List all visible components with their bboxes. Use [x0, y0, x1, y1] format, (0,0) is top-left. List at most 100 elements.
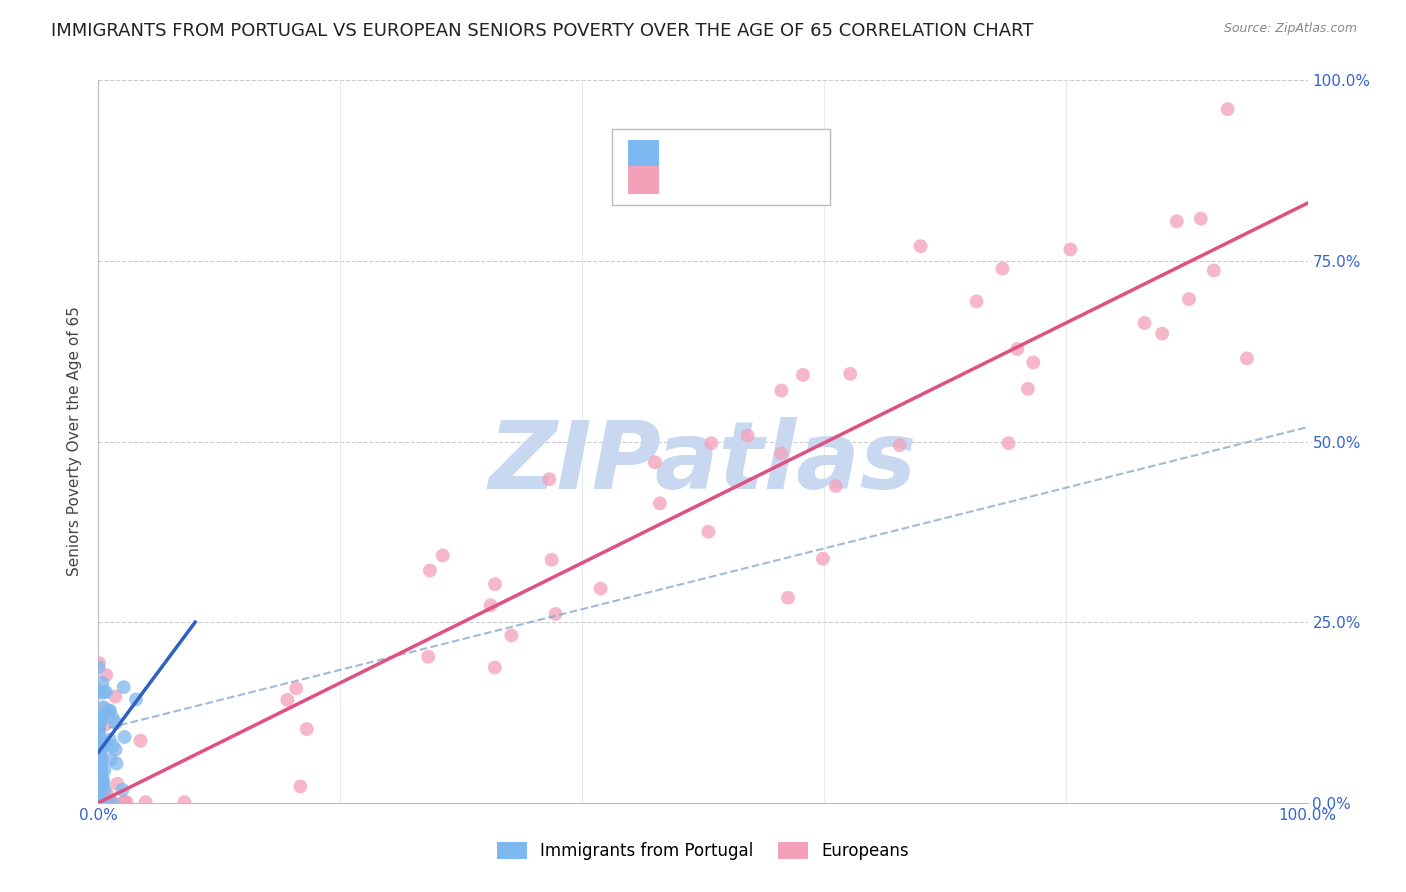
Point — [419, 564, 441, 578]
Y-axis label: Seniors Poverty Over the Age of 65: Seniors Poverty Over the Age of 65 — [67, 307, 83, 576]
Point — [770, 384, 793, 398]
Text: IMMIGRANTS FROM PORTUGAL VS EUROPEAN SENIORS POVERTY OVER THE AGE OF 65 CORRELAT: IMMIGRANTS FROM PORTUGAL VS EUROPEAN SEN… — [51, 22, 1033, 40]
Point — [90, 764, 112, 779]
Point — [484, 577, 506, 591]
Point — [87, 733, 110, 747]
Point — [89, 656, 111, 670]
Point — [432, 549, 454, 563]
Point — [87, 720, 110, 734]
Point — [90, 795, 112, 809]
Point — [90, 794, 112, 808]
Text: N = 84: N = 84 — [752, 171, 814, 189]
Point — [776, 591, 799, 605]
Point — [91, 741, 114, 756]
Point — [105, 777, 128, 791]
Point — [87, 744, 110, 758]
Point — [101, 739, 124, 753]
Point — [89, 791, 111, 805]
Point — [1178, 292, 1201, 306]
Point — [87, 721, 110, 735]
Point — [90, 756, 112, 770]
Point — [89, 731, 111, 746]
Point — [889, 438, 911, 452]
Point — [89, 795, 111, 809]
Point — [94, 685, 117, 699]
Point — [87, 756, 110, 771]
Point — [115, 795, 138, 809]
Point — [1236, 351, 1258, 366]
Point — [991, 261, 1014, 276]
Point — [89, 795, 111, 809]
Point — [87, 743, 110, 757]
Point — [501, 628, 523, 642]
Point — [94, 736, 117, 750]
Point — [114, 795, 136, 809]
Point — [98, 795, 121, 809]
Point — [96, 787, 118, 801]
Point — [101, 711, 124, 725]
Point — [90, 710, 112, 724]
Point — [824, 479, 846, 493]
Point — [91, 777, 114, 791]
Point — [91, 773, 114, 788]
Point — [89, 752, 111, 766]
Point — [792, 368, 814, 382]
Point — [96, 668, 118, 682]
Point — [90, 777, 112, 791]
Point — [1017, 382, 1039, 396]
Point — [538, 472, 561, 486]
Point — [89, 754, 111, 768]
Point — [89, 709, 111, 723]
Point — [770, 446, 793, 460]
Text: N = 65: N = 65 — [752, 145, 814, 163]
Point — [89, 753, 111, 767]
Point — [87, 682, 110, 697]
Point — [295, 722, 318, 736]
Point — [87, 794, 110, 808]
Point — [90, 772, 112, 786]
Point — [910, 239, 932, 253]
Point — [811, 551, 834, 566]
Point — [697, 524, 720, 539]
Point — [1216, 102, 1239, 116]
Point — [93, 718, 115, 732]
Text: Source: ZipAtlas.com: Source: ZipAtlas.com — [1223, 22, 1357, 36]
Point — [97, 795, 120, 809]
Text: ZIPatlas: ZIPatlas — [489, 417, 917, 509]
Legend: Immigrants from Portugal, Europeans: Immigrants from Portugal, Europeans — [491, 835, 915, 867]
Point — [89, 716, 111, 731]
Point — [1152, 326, 1174, 341]
Point — [91, 774, 114, 789]
Point — [89, 739, 111, 754]
Point — [87, 730, 110, 744]
Point — [997, 436, 1019, 450]
Point — [89, 784, 111, 798]
Point — [90, 714, 112, 728]
Point — [87, 660, 110, 674]
Point — [544, 607, 567, 621]
Point — [1166, 214, 1188, 228]
Point — [101, 795, 124, 809]
Point — [87, 777, 110, 791]
Point — [89, 790, 111, 805]
Point — [100, 752, 122, 766]
Point — [93, 795, 115, 809]
Point — [97, 792, 120, 806]
Point — [89, 725, 111, 739]
Point — [479, 599, 502, 613]
Point — [104, 690, 127, 704]
Point — [93, 782, 115, 797]
Point — [89, 777, 111, 791]
Point — [125, 692, 148, 706]
Point — [737, 428, 759, 442]
Point — [90, 752, 112, 766]
Point — [87, 791, 110, 805]
Point — [1059, 243, 1081, 257]
Point — [87, 721, 110, 735]
Point — [1202, 263, 1225, 277]
Point — [89, 780, 111, 794]
Point — [91, 700, 114, 714]
Point — [589, 582, 612, 596]
Point — [290, 780, 312, 794]
Point — [98, 705, 121, 719]
